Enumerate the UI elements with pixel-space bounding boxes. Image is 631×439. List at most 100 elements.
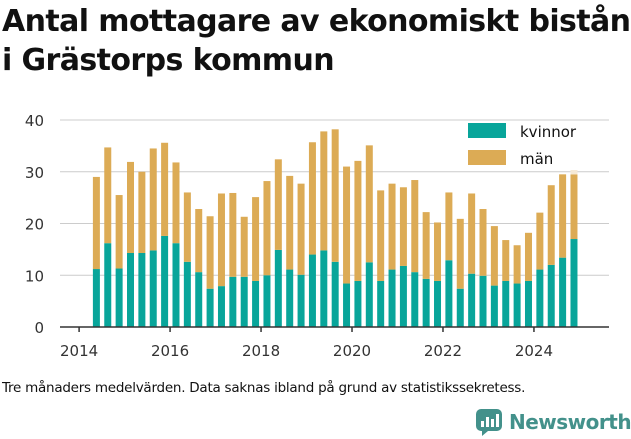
bar-kvinnor <box>149 250 157 327</box>
bar-man <box>183 192 191 262</box>
bar-man <box>274 159 282 250</box>
bar-man <box>422 212 430 279</box>
bar-man <box>445 192 453 261</box>
chart-title: Antal mottagare av ekonomiskt bistånd i … <box>2 2 631 80</box>
legend-swatch-kvinnor <box>468 123 506 138</box>
bar-kvinnor <box>434 280 442 327</box>
bar-man <box>377 190 385 281</box>
bar-man <box>217 193 225 287</box>
bar-kvinnor <box>570 239 578 327</box>
chart-caption: Tre månaders medelvärden. Data saknas ib… <box>2 380 526 396</box>
bar-kvinnor <box>115 268 123 327</box>
bar-man <box>92 176 100 270</box>
bar-man <box>138 171 146 253</box>
bar-man <box>320 131 328 251</box>
bar-kvinnor <box>92 269 100 327</box>
bar-kvinnor <box>274 249 282 327</box>
legend-label-kvinnor: kvinnor <box>520 123 577 141</box>
bar-kvinnor <box>377 280 385 327</box>
newsworthy-logo-icon <box>476 409 502 436</box>
bar-kvinnor <box>388 269 396 327</box>
bar-kvinnor <box>513 283 521 327</box>
y-tick-label: 40 <box>25 112 44 130</box>
bar-man <box>206 216 214 289</box>
bar-kvinnor <box>252 280 260 327</box>
x-tick-label: 2014 <box>60 342 98 360</box>
y-tick-label: 30 <box>25 164 44 182</box>
bar-kvinnor <box>161 235 169 327</box>
bar-man <box>502 240 510 281</box>
bar-kvinnor <box>286 269 294 327</box>
bar-man <box>115 195 123 269</box>
bar-kvinnor <box>547 264 555 327</box>
bar-man <box>570 174 578 240</box>
legend-label-man: män <box>520 150 553 168</box>
chart-title-line-1: Antal mottagare av ekonomiskt bistånd <box>2 4 631 39</box>
bar-man <box>479 209 487 276</box>
bar-man <box>536 212 544 270</box>
bar-man <box>354 160 362 281</box>
bar-kvinnor <box>365 262 373 327</box>
y-tick-label: 20 <box>25 216 44 234</box>
x-tick-label: 2024 <box>515 342 553 360</box>
bar-man <box>104 147 112 244</box>
newsworthy-logo-text: Newsworthy <box>509 410 631 434</box>
bar-kvinnor <box>206 288 214 327</box>
bar-man <box>524 232 532 281</box>
bar-man <box>172 162 180 244</box>
x-tick-label: 2022 <box>424 342 462 360</box>
bar-man <box>161 142 169 236</box>
bar-man <box>434 222 442 281</box>
x-tick-label: 2016 <box>151 342 189 360</box>
bar-man <box>263 181 271 276</box>
bar-kvinnor <box>297 274 305 327</box>
legend-swatch-man <box>468 150 506 165</box>
x-tick-label: 2018 <box>242 342 280 360</box>
bar-kvinnor <box>399 265 407 327</box>
bar-man <box>468 193 476 274</box>
bar-kvinnor <box>104 243 112 327</box>
bar-man <box>559 174 567 258</box>
bar-kvinnor <box>343 283 351 327</box>
bar-kvinnor <box>524 280 532 327</box>
bar-kvinnor <box>320 250 328 327</box>
bar-man <box>547 185 555 265</box>
bar-kvinnor <box>354 280 362 327</box>
bar-kvinnor <box>479 275 487 327</box>
bar-kvinnor <box>490 285 498 327</box>
y-tick-label: 0 <box>34 319 44 337</box>
bar-man <box>286 175 294 270</box>
bar-kvinnor <box>422 278 430 327</box>
bar-kvinnor <box>536 269 544 327</box>
bar-man <box>252 197 260 281</box>
bar-kvinnor <box>411 272 419 327</box>
bar-man <box>490 226 498 286</box>
bar-man <box>513 245 521 284</box>
bar-man <box>411 180 419 273</box>
bar-kvinnor <box>138 253 146 327</box>
y-tick-label: 10 <box>25 267 44 285</box>
bar-kvinnor <box>331 261 339 327</box>
bar-kvinnor <box>195 272 203 327</box>
bar-man <box>343 166 351 284</box>
bar-man <box>240 216 248 277</box>
bar-kvinnor <box>217 286 225 327</box>
bar-kvinnor <box>240 276 248 327</box>
newsworthy-logo[interactable]: Newsworthy <box>475 405 631 439</box>
bar-man <box>149 148 157 251</box>
bar-kvinnor <box>456 288 464 327</box>
bar-kvinnor <box>559 257 567 327</box>
bar-man <box>127 161 134 253</box>
bar-man <box>229 192 237 277</box>
bar-kvinnor <box>183 261 191 327</box>
x-tick-label: 2020 <box>333 342 371 360</box>
bar-kvinnor <box>502 280 510 327</box>
bar-kvinnor <box>445 260 453 327</box>
bar-kvinnor <box>468 273 476 327</box>
bar-man <box>331 129 339 262</box>
bar-man <box>297 183 305 275</box>
bar-man <box>456 218 464 289</box>
bar-kvinnor <box>263 275 271 327</box>
bar-man <box>195 209 203 273</box>
bar-kvinnor <box>127 253 134 327</box>
